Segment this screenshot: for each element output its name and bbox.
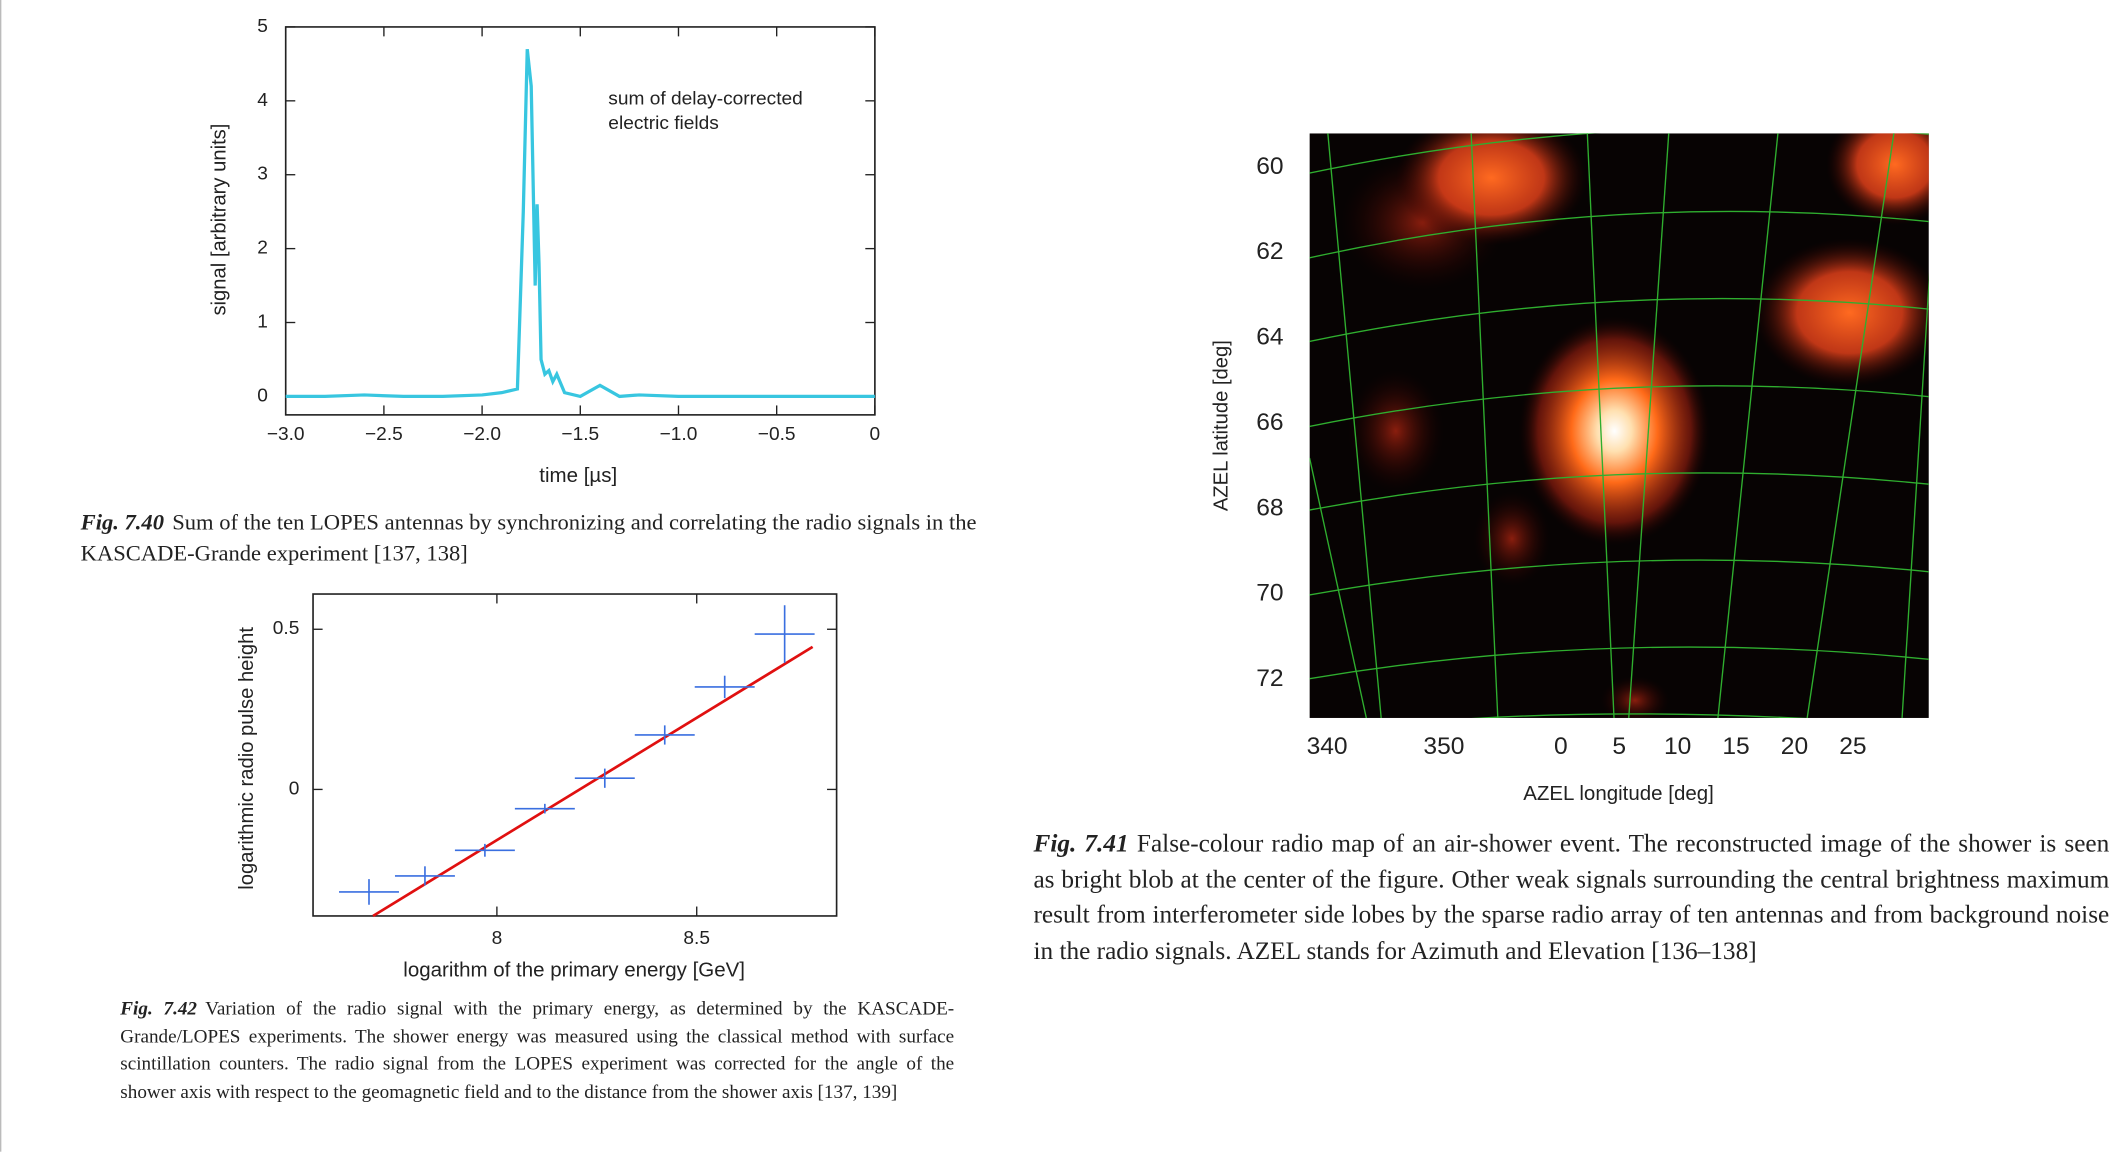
y-tick-label: 1 [257, 312, 268, 333]
fit-line [372, 645, 814, 918]
caption-text: False-colour radio map of an air-shower … [1033, 831, 2110, 966]
blob [1826, 133, 1929, 225]
y-tick-label: 4 [257, 90, 268, 111]
x-axis-label: time [µs] [539, 465, 617, 487]
y-tick-label: 0.5 [273, 618, 300, 639]
annotation: sum of delay-corrected [608, 89, 803, 110]
x-tick-label: −1.0 [660, 424, 698, 445]
y-tick-label: 66 [1256, 409, 1283, 436]
y-tick-label: 62 [1256, 238, 1283, 265]
x-tick-label: 8.5 [683, 928, 710, 949]
x-tick-label: 10 [1664, 733, 1691, 760]
caption-text: Sum of the ten LOPES antennas by synchro… [80, 509, 977, 566]
y-tick-label: 68 [1256, 494, 1283, 521]
x-tick-label: −2.5 [365, 424, 403, 445]
y-tick-label: 60 [1256, 153, 1283, 180]
blob [1395, 133, 1588, 246]
x-tick-label: 350 [1423, 733, 1464, 760]
figure-label: Fig. 7.42 [120, 999, 197, 1020]
x-axis-label: AZEL longitude [deg] [1523, 783, 1714, 805]
y-tick-label: 72 [1256, 665, 1283, 692]
annotation: electric fields [608, 113, 719, 134]
y-tick-label: 70 [1256, 580, 1283, 607]
radio-map [1309, 133, 1929, 718]
y-tick-label: 3 [257, 164, 268, 185]
x-tick-label: 8 [492, 928, 503, 949]
x-tick-label: 340 [1307, 733, 1348, 760]
x-tick-label: 15 [1722, 733, 1749, 760]
y-tick-label: 0 [289, 779, 300, 800]
plot-frame [312, 593, 838, 917]
blob [1347, 370, 1444, 492]
coordinate-grid [1309, 133, 1929, 718]
figure-label: Fig. 7.40 [80, 509, 164, 535]
y-axis-label: signal [arbitrary units] [208, 124, 230, 316]
y-tick-label: 2 [257, 238, 268, 259]
x-tick-label: −0.5 [758, 424, 796, 445]
figure-label: Fig. 7.41 [1033, 831, 1129, 859]
blob [1473, 491, 1551, 586]
y-axis-label: AZEL latitude [deg] [1210, 340, 1232, 511]
x-tick-label: 25 [1839, 733, 1866, 760]
x-tick-label: −2.0 [463, 424, 501, 445]
caption: Fig. 7.40 Sum of the ten LOPES antennas b… [81, 506, 1024, 568]
x-tick-label: 0 [1554, 733, 1568, 760]
x-tick-label: −3.0 [267, 424, 305, 445]
x-tick-label: −1.5 [561, 424, 599, 445]
blob [1753, 238, 1929, 387]
blob [1518, 316, 1711, 546]
plot-frame [284, 26, 876, 416]
y-tick-label: 0 [257, 385, 268, 406]
y-tick-label: 5 [257, 16, 268, 37]
caption-text: Variation of the radio signal with the p… [120, 999, 955, 1104]
x-axis-label: logarithm of the primary energy [GeV] [403, 960, 745, 982]
y-axis-label: logarithmic radio pulse height [236, 627, 258, 890]
blob [1600, 676, 1670, 718]
caption: Fig. 7.41 False-colour radio map of an ai… [1033, 827, 2109, 970]
x-tick-label: 0 [870, 424, 881, 445]
y-tick-label: 64 [1256, 324, 1283, 351]
caption: Fig. 7.42 Variation of the radio signal w… [120, 997, 954, 1109]
x-tick-label: 20 [1781, 733, 1808, 760]
signal-line [285, 48, 875, 399]
x-tick-label: 5 [1612, 733, 1626, 760]
